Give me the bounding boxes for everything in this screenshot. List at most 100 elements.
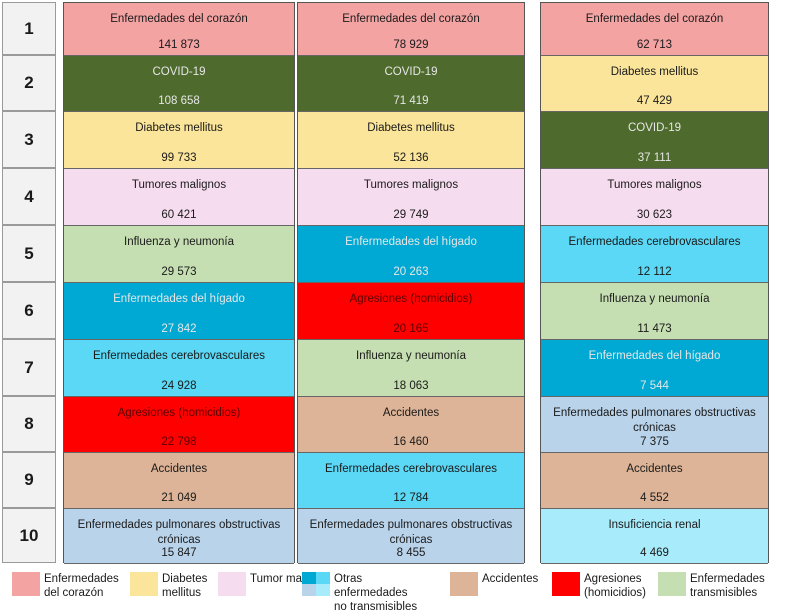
cause-label: Diabetes mellitus	[135, 122, 223, 134]
cause-label: Enfermedades del corazón	[342, 13, 480, 25]
legend-item: Agresiones (homicidios)	[552, 572, 668, 600]
legend-swatch	[552, 572, 580, 596]
table-cell: COVID-19 108 658	[64, 56, 294, 112]
legend-item: Otras enfermedades no transmisibles	[302, 572, 418, 614]
legend-label: Agresiones (homicidios)	[584, 573, 646, 599]
legend-label: Enfermedades transmisibles	[690, 573, 765, 599]
death-count: 62 713	[636, 39, 673, 51]
cause-label: Enfermedades del corazón	[110, 13, 248, 25]
cause-label: Accidentes	[626, 463, 683, 475]
rank-number: 8	[2, 396, 56, 452]
table-cell: Agresiones (homicidios) 22 798	[64, 397, 294, 453]
table-cell: Influenza y neumonía 11 473	[541, 283, 768, 340]
death-count: 18 063	[393, 380, 429, 392]
death-count: 27 842	[161, 323, 197, 335]
legend-swatch	[130, 572, 158, 596]
death-count: 20 165	[393, 323, 429, 335]
death-count: 47 429	[636, 95, 673, 107]
table-cell: Influenza y neumonía 18 063	[298, 340, 524, 397]
death-count: 11 473	[637, 323, 672, 335]
death-count: 108 658	[158, 95, 200, 107]
legend-swatch	[302, 572, 330, 596]
table-cell: Tumores malignos 30 623	[541, 169, 768, 226]
death-count: 24 928	[161, 380, 197, 392]
cause-label: Insuficiencia renal	[608, 519, 701, 531]
cause-label: Tumores malignos	[131, 179, 227, 191]
death-count: 71 419	[393, 95, 429, 107]
table-cell: COVID-19 71 419	[298, 56, 524, 112]
death-count: 12 112	[637, 266, 672, 278]
cause-label: Enfermedades del hígado	[588, 350, 721, 362]
rank-number: 7	[2, 339, 56, 396]
legend-item: Accidentes	[450, 572, 566, 596]
cause-label: Enfermedades del corazón	[585, 13, 724, 25]
death-count: 7 544	[640, 380, 669, 392]
cause-label: COVID-19	[627, 122, 682, 134]
cause-label: Agresiones (homicidios)	[117, 407, 241, 419]
table-cell: Diabetes mellitus 47 429	[541, 56, 768, 112]
death-count: 12 784	[393, 492, 429, 504]
table-cell: Accidentes 4 552	[541, 453, 768, 509]
table-cell: Diabetes mellitus 99 733	[64, 112, 294, 169]
table-cell: Enfermedades del hígado 20 263	[298, 226, 524, 283]
cause-label: COVID-19	[152, 66, 206, 78]
table-cell: Enfermedades cerebrovasculares 12 784	[298, 453, 524, 509]
rank-number: 5	[2, 225, 56, 282]
legend-label: Otras enfermedades no transmisibles	[334, 573, 418, 613]
legend-label: Accidentes	[482, 573, 539, 585]
cause-label: Accidentes	[382, 407, 440, 419]
cause-label: Diabetes mellitus	[367, 122, 455, 134]
table-cell: Enfermedades del hígado 27 842	[64, 283, 294, 340]
cause-label: COVID-19	[384, 66, 438, 78]
table-cell: Enfermedades pulmonares obstructivas cró…	[64, 509, 294, 564]
table-cell: Accidentes 21 049	[64, 453, 294, 509]
table-cell: Enfermedades del corazón 62 713	[541, 3, 768, 56]
death-count: 29 749	[393, 209, 429, 221]
table-cell: Influenza y neumonía 29 573	[64, 226, 294, 283]
table-column: Enfermedades del corazón 62 713 Diabetes m…	[540, 2, 769, 564]
table-column: Enfermedades del corazón 78 929 COVID-19 71…	[297, 2, 525, 564]
table-cell: Enfermedades cerebrovasculares 12 112	[541, 226, 768, 283]
legend-swatch	[218, 572, 246, 596]
table-cell: Tumores malignos 29 749	[298, 169, 524, 226]
death-count: 4 469	[640, 547, 669, 559]
cause-label: Enfermedades del hígado	[345, 236, 477, 248]
rank-number: 6	[2, 282, 56, 339]
legend-item: Enfermedades del corazón	[12, 572, 128, 600]
table-cell: Agresiones (homicidios) 20 165	[298, 283, 524, 340]
rank-number: 2	[2, 55, 56, 111]
cause-label: Agresiones (homicidios)	[349, 293, 473, 305]
table-cell: Enfermedades del hígado 7 544	[541, 340, 768, 397]
table-cell: Tumores malignos 60 421	[64, 169, 294, 226]
death-count: 4 552	[640, 492, 669, 504]
legend-swatch	[658, 572, 686, 596]
rank-number: 9	[2, 452, 56, 508]
legend-item: Enfermedades transmisibles	[658, 572, 774, 600]
table-cell: Accidentes 16 460	[298, 397, 524, 453]
table-cell: Diabetes mellitus 52 136	[298, 112, 524, 169]
cause-label: Enfermedades pulmonares obstructivas cró…	[553, 407, 756, 434]
death-count: 37 111	[637, 152, 672, 164]
table-cell: Enfermedades del corazón 141 873	[64, 3, 294, 56]
legend: Enfermedades del corazón Diabetes mellitu…	[0, 572, 800, 613]
table-cell: Enfermedades del corazón 78 929	[298, 3, 524, 56]
rank-number: 10	[2, 508, 56, 563]
legend-swatch	[450, 572, 478, 596]
cause-label: Influenza y neumonía	[599, 293, 710, 305]
cause-label: Enfermedades cerebrovasculares	[325, 463, 497, 475]
cause-label: Influenza y neumonía	[124, 236, 234, 248]
death-count: 52 136	[393, 152, 429, 164]
death-count: 99 733	[161, 152, 197, 164]
death-count: 22 798	[161, 436, 197, 448]
cause-label: Enfermedades pulmonares obstructivas cró…	[77, 519, 281, 546]
cause-label: Diabetes mellitus	[610, 66, 699, 78]
cause-label: Enfermedades pulmonares obstructivas cró…	[309, 519, 513, 546]
death-count: 60 421	[161, 209, 197, 221]
death-count: 8 455	[396, 547, 426, 559]
cause-label: Influenza y neumonía	[356, 350, 466, 362]
table-column: Enfermedades del corazón 141 873 COVID-19 1…	[63, 2, 295, 564]
death-count: 30 623	[636, 209, 673, 221]
death-count: 78 929	[393, 39, 429, 51]
legend-swatch	[12, 572, 40, 596]
legend-item: Diabetes mellitus	[130, 572, 246, 600]
